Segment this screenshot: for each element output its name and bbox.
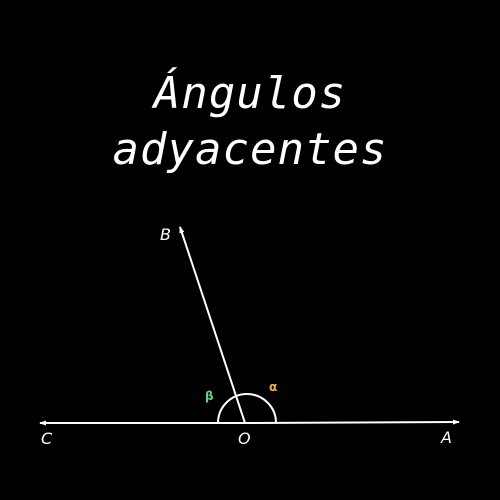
angle-label-beta: β xyxy=(205,389,214,403)
point-label-a: A xyxy=(440,428,452,447)
point-label-c: C xyxy=(41,429,53,448)
ray-oa xyxy=(245,422,459,423)
point-label-o: O xyxy=(238,429,251,448)
angle-label-alpha: α xyxy=(269,380,277,394)
angle-arc xyxy=(218,394,276,423)
point-label-b: B xyxy=(160,225,171,244)
